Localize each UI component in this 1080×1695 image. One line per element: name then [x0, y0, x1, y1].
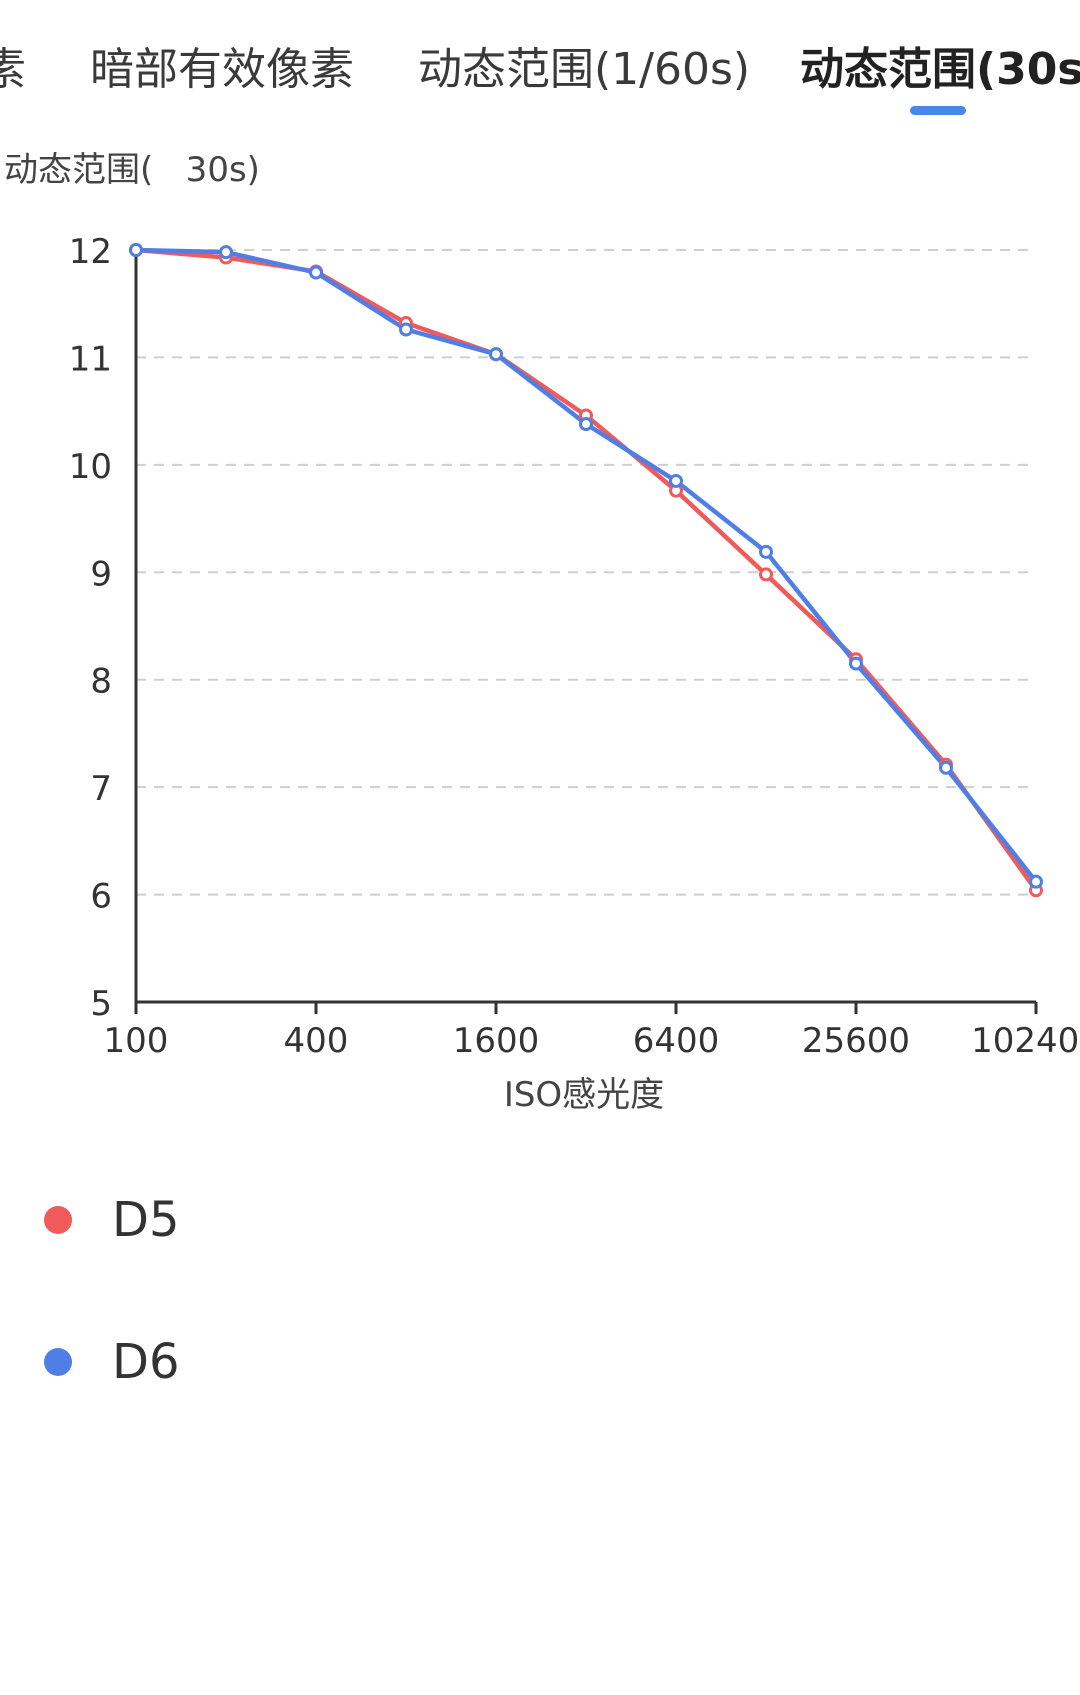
- y-tick-label: 5: [90, 984, 112, 1024]
- x-tick-label: 100: [104, 1021, 169, 1061]
- x-tick-label: 102400: [971, 1021, 1080, 1061]
- y-tick-label: 9: [90, 554, 112, 594]
- x-tick-label: 6400: [633, 1021, 720, 1061]
- line-chart: 5 6 7 8 9 10 11 12 100 400 1600 6400 25600 102400 ISO…: [69, 232, 1080, 1115]
- tab-dynamic-range-30s[interactable]: 动态范围(30s): [800, 44, 1080, 95]
- chart-title: 动态范围( 30s): [4, 150, 260, 190]
- data-point-d6[interactable]: [489, 347, 503, 362]
- y-tick-label: 8: [90, 662, 112, 702]
- y-tick-label: 7: [90, 769, 112, 809]
- legend-label-d5: D5: [112, 1192, 180, 1248]
- legend-item-d5[interactable]: D5: [40, 1180, 340, 1260]
- series-line-d5: [135, 247, 1038, 892]
- data-point-d6[interactable]: [579, 417, 593, 432]
- tab-dark-effective-pixels[interactable]: 暗部有效像素: [90, 44, 354, 95]
- data-point-d6[interactable]: [1029, 874, 1043, 889]
- legend-dot-d5: [44, 1206, 72, 1234]
- legend-dot-d6: [44, 1348, 72, 1376]
- legend-item-d6[interactable]: D6: [40, 1322, 340, 1402]
- data-point-d6[interactable]: [129, 243, 143, 257]
- data-point-d6[interactable]: [939, 760, 953, 775]
- axes: 5 6 7 8 9 10 11 12 100 400 1600 6400 25600 102400: [69, 232, 1080, 1061]
- data-point-d6[interactable]: [309, 265, 323, 280]
- legend-label-d6: D6: [112, 1334, 180, 1390]
- x-tick-label: 1600: [453, 1021, 540, 1061]
- x-tick-label: 25600: [802, 1021, 910, 1061]
- tab-dynamic-range-1-60s[interactable]: 动态范围(1/60s): [418, 44, 751, 95]
- data-point-d6[interactable]: [219, 245, 233, 260]
- data-point-d6[interactable]: [849, 656, 863, 671]
- x-axis-label: ISO感光度: [504, 1075, 664, 1115]
- tab-bar: 素 暗部有效像素 动态范围(1/60s) 动态范围(30s): [0, 0, 1080, 130]
- data-point-d5[interactable]: [759, 567, 773, 582]
- grid-lines: [136, 249, 1036, 896]
- y-tick-label: 11: [69, 339, 112, 379]
- data-point-d6[interactable]: [759, 544, 773, 559]
- y-tick-label: 6: [90, 877, 112, 917]
- series: [129, 243, 1043, 898]
- active-tab-indicator: [910, 106, 966, 115]
- tab-pixels-partial[interactable]: 素: [0, 44, 26, 95]
- data-point-d6[interactable]: [399, 322, 413, 337]
- x-tick-label: 400: [284, 1021, 349, 1061]
- y-tick-label: 12: [69, 232, 112, 272]
- data-point-d6[interactable]: [669, 473, 683, 488]
- y-tick-label: 10: [69, 447, 112, 487]
